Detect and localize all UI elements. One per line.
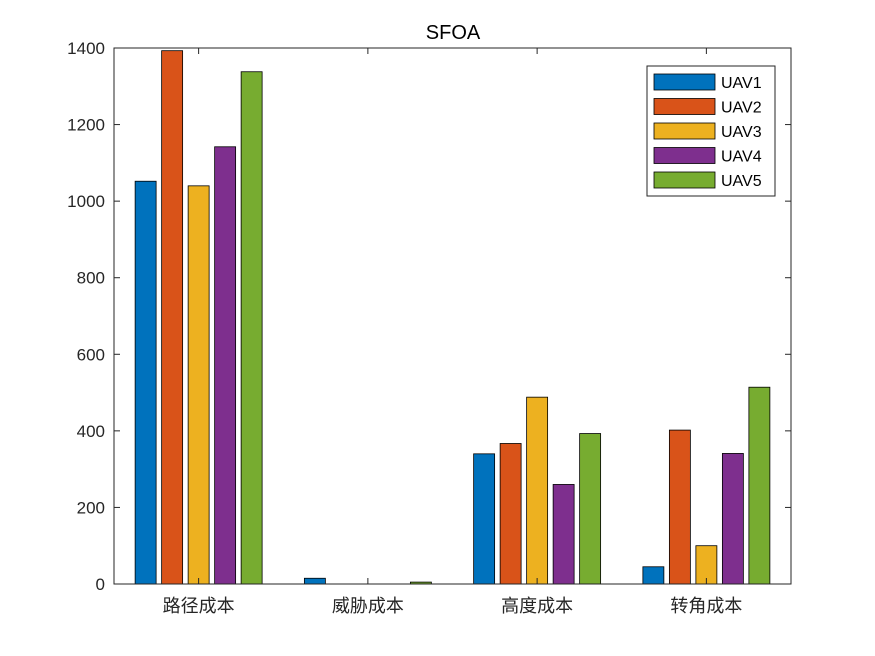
legend: UAV1 UAV2 UAV3 UAV4 UAV5 bbox=[646, 65, 776, 197]
bar-uav4-2 bbox=[552, 484, 575, 585]
y-tick-label: 400 bbox=[77, 422, 105, 441]
legend-swatch-uav5 bbox=[653, 171, 716, 189]
legend-label-uav1: UAV1 bbox=[721, 75, 762, 92]
y-tick-label: 0 bbox=[96, 575, 105, 594]
legend-label-uav2: UAV2 bbox=[721, 100, 762, 117]
x-tick-label: 高度成本 bbox=[501, 596, 573, 617]
y-tick-label: 600 bbox=[77, 345, 105, 364]
bar-uav1-3 bbox=[642, 566, 665, 585]
y-tick-label: 1000 bbox=[67, 192, 105, 211]
bar-uav1-2 bbox=[473, 453, 496, 585]
legend-swatch-uav3 bbox=[653, 122, 716, 140]
x-tick-label: 路径成本 bbox=[163, 596, 235, 617]
bars-group bbox=[134, 50, 771, 585]
bar-uav2-3 bbox=[668, 429, 691, 585]
bar-uav5-3 bbox=[748, 386, 771, 585]
legend-swatch-uav4 bbox=[653, 147, 716, 164]
legend-swatch-uav1 bbox=[653, 73, 716, 91]
legend-label-uav4: UAV4 bbox=[721, 149, 762, 166]
y-tick-label: 1200 bbox=[67, 116, 105, 135]
bar-uav3-0 bbox=[187, 185, 210, 585]
bar-uav2-0 bbox=[161, 50, 184, 585]
bar-uav4-0 bbox=[214, 146, 237, 585]
bar-uav2-2 bbox=[499, 443, 522, 585]
y-tick-label: 1400 bbox=[67, 39, 105, 58]
y-tick-label: 800 bbox=[77, 269, 105, 288]
bar-uav1-0 bbox=[134, 180, 157, 585]
legend-swatch-uav2 bbox=[653, 98, 716, 115]
bar-uav3-2 bbox=[526, 396, 549, 585]
legend-label-uav3: UAV3 bbox=[721, 124, 762, 141]
y-tick-label: 200 bbox=[77, 498, 105, 517]
axes-group: 0 200 400 600 800 1000 1200 1400 路径成本 威胁成本 高度成本 转角成… bbox=[67, 39, 792, 617]
legend-label-uav5: UAV5 bbox=[721, 173, 762, 190]
bar-uav4-3 bbox=[721, 453, 744, 585]
bar-uav5-2 bbox=[579, 433, 602, 585]
x-tick-label: 威胁成本 bbox=[332, 596, 404, 617]
bar-uav5-0 bbox=[240, 71, 263, 585]
x-tick-label: 转角成本 bbox=[670, 596, 742, 617]
chart-title: SFOA bbox=[426, 22, 481, 44]
plot-box bbox=[113, 47, 792, 585]
bar-uav1-1 bbox=[303, 577, 326, 585]
